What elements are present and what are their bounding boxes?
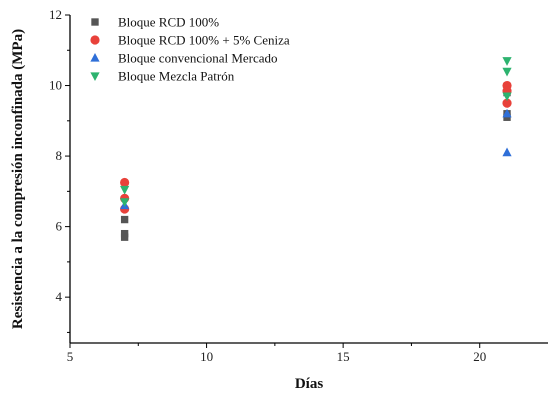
data-point <box>502 98 512 108</box>
data-point <box>120 198 130 207</box>
y-tick-label: 6 <box>56 219 63 234</box>
y-axis-title: Resistencia a la compresión inconfinada … <box>10 29 26 329</box>
legend-marker <box>91 18 99 26</box>
data-point <box>502 57 512 66</box>
data-point <box>502 67 512 77</box>
x-tick-label: 5 <box>67 349 74 364</box>
legend-marker <box>90 35 100 45</box>
legend-label: Bloque RCD 100% + 5% Ceniza <box>118 33 290 48</box>
legend: Bloque RCD 100% Bloque RCD 100% + 5% Ceni… <box>90 15 290 84</box>
x-tick-label: 15 <box>337 349 350 364</box>
data-point <box>120 215 129 224</box>
y-tick-label: 10 <box>49 78 62 93</box>
y-tick-label: 4 <box>56 289 63 304</box>
data-point <box>120 185 130 195</box>
ticks: 5 10 15 20 4 6 8 10 12 <box>49 7 486 364</box>
data-points <box>120 57 512 241</box>
legend-label: Bloque RCD 100% <box>118 15 219 30</box>
legend-marker <box>90 72 100 82</box>
x-tick-label: 20 <box>473 349 486 364</box>
data-point <box>120 177 130 188</box>
data-point <box>120 233 129 241</box>
y-tick-label: 12 <box>49 7 62 22</box>
x-axis-title: Días <box>295 376 324 392</box>
legend-label: Bloque convencional Mercado <box>118 51 278 66</box>
y-tick-label: 8 <box>56 148 63 163</box>
x-tick-label: 10 <box>200 349 213 364</box>
data-point <box>502 108 512 118</box>
data-point <box>502 92 512 102</box>
legend-label: Bloque Mezcla Patrón <box>118 69 235 84</box>
legend-marker <box>90 52 100 62</box>
data-point <box>502 147 512 157</box>
axes <box>69 15 548 344</box>
